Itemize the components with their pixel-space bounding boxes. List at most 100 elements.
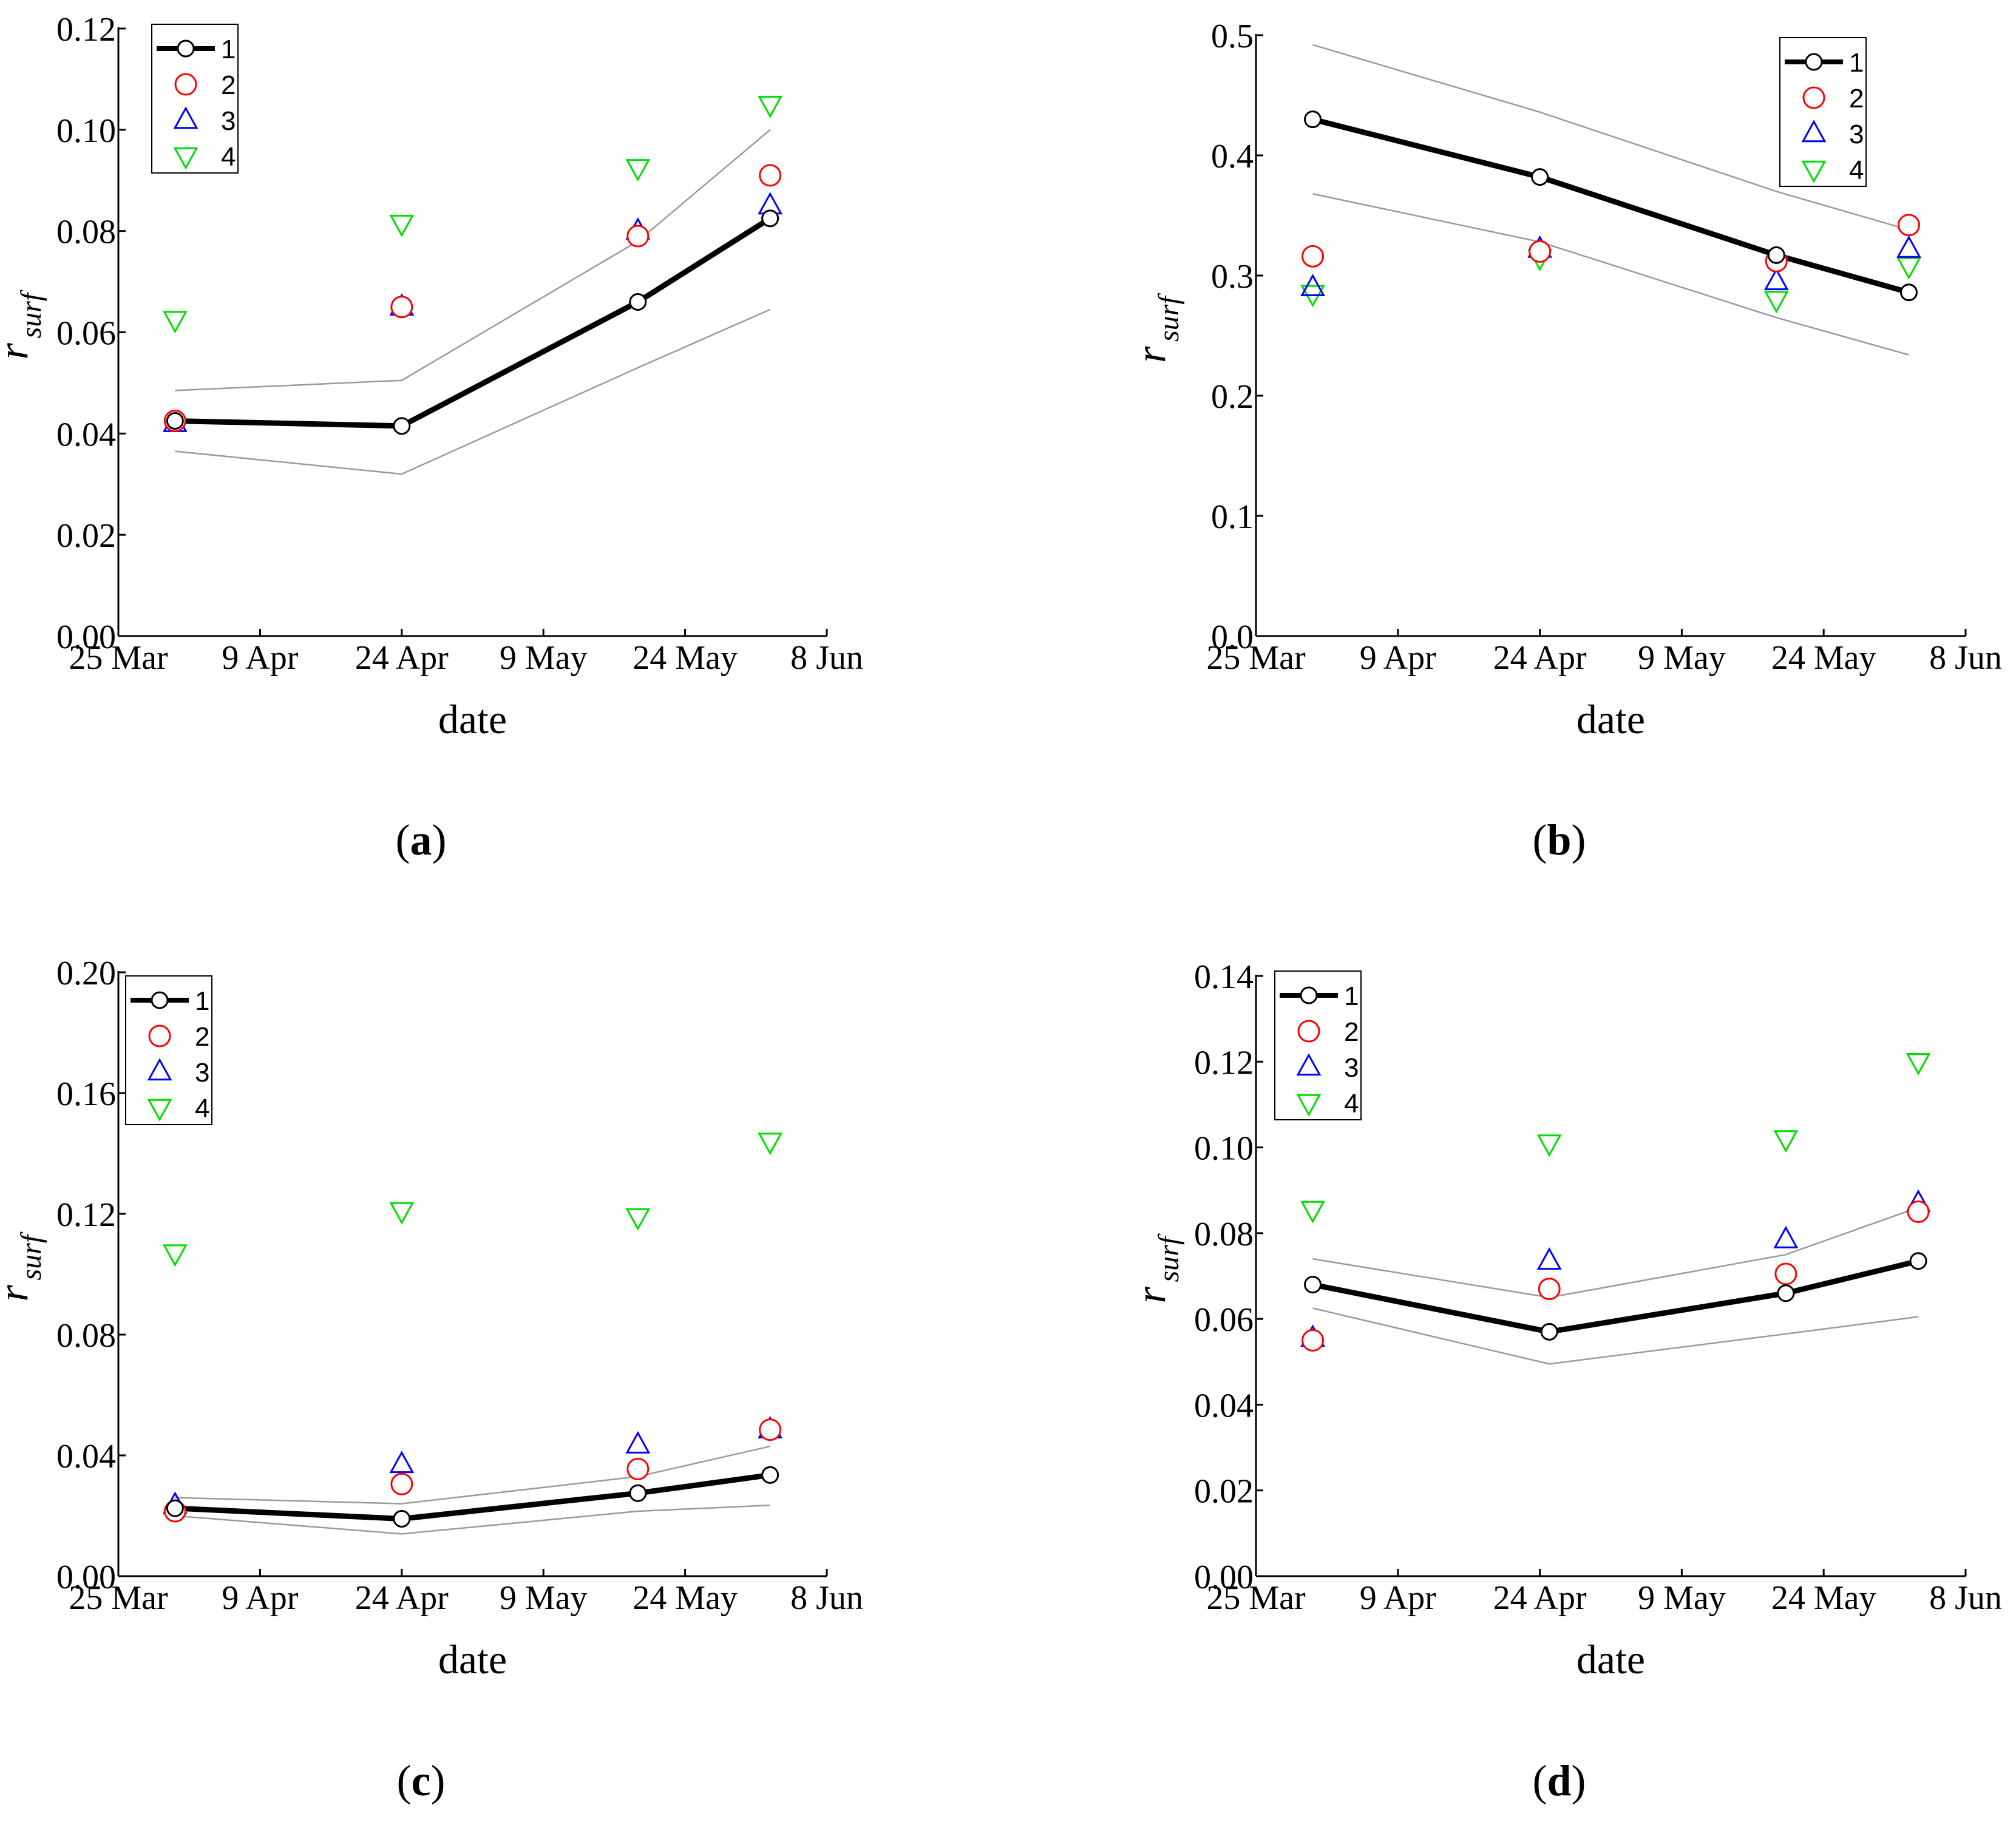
y-tick-label: 0.08 — [56, 1317, 116, 1355]
y-axis-title-subscript: surf — [1153, 1233, 1185, 1282]
x-tick-label: 24 Apr — [355, 1579, 449, 1617]
series-2-point — [1907, 1200, 1930, 1224]
y-tick-label: 0.02 — [1194, 1473, 1254, 1511]
series-1-line — [1312, 1258, 1919, 1335]
y-tick-label: 0.10 — [56, 112, 116, 150]
series-1-point — [166, 1499, 184, 1517]
legend-label-3: 3 — [1849, 120, 1864, 149]
y-axis-title: r — [0, 343, 37, 360]
x-tick-label: 24 May — [633, 1579, 738, 1617]
series-1-point — [761, 1466, 779, 1484]
series-4-point — [1300, 1200, 1325, 1224]
y-tick-label: 0.06 — [1194, 1301, 1254, 1339]
legend-marker-3 — [1801, 120, 1827, 143]
series-4-point — [389, 214, 415, 237]
legend-marker-3 — [1296, 1053, 1322, 1076]
legend-marker-3 — [147, 1058, 172, 1081]
panel-label-letter: d — [1547, 1756, 1571, 1805]
y-tick-label: 0.0 — [1211, 618, 1254, 656]
series-4-point — [758, 1133, 783, 1156]
band-lower-line — [1312, 193, 1909, 356]
x-axis-title: date — [438, 1636, 507, 1682]
panel-label-letter: c — [412, 1756, 431, 1805]
series-4-point — [758, 95, 783, 118]
y-tick-label: 0.02 — [56, 517, 116, 555]
panel-label: (c) — [397, 1756, 446, 1805]
series-2-point — [1302, 1329, 1325, 1352]
series-1-point — [761, 209, 779, 228]
series-2-point — [390, 1472, 413, 1495]
series-2-point — [1529, 240, 1552, 263]
band-upper-line — [1312, 1207, 1919, 1299]
series-3-point — [1773, 1225, 1799, 1248]
y-tick-label: 0.12 — [1194, 1044, 1254, 1082]
series-2-point — [626, 225, 650, 248]
legend-marker-3 — [173, 106, 199, 129]
legend-marker-1 — [177, 39, 195, 58]
y-tick-label: 0.04 — [1194, 1387, 1254, 1424]
legend-label-2: 2 — [221, 70, 236, 100]
legend-marker-4 — [1801, 160, 1827, 183]
y-tick-label: 0.00 — [56, 618, 116, 656]
x-tick-label: 24 Apr — [355, 639, 449, 677]
y-tick-label: 0.5 — [1211, 18, 1254, 55]
band-upper-line — [1312, 44, 1909, 231]
series-2-point — [1538, 1278, 1561, 1301]
x-tick-label: 25 Mar — [1206, 1579, 1306, 1617]
legend-marker-4 — [173, 147, 199, 170]
x-tick-label: 25 Mar — [69, 1579, 168, 1617]
x-tick-label: 8 Jun — [790, 639, 863, 677]
panel-d: 0.00 0.02 0.04 0.06 0.08 0.10 0.12 0.14 25 Mar 9 … — [1128, 958, 2002, 1805]
panel-label-open: ( — [1532, 816, 1547, 864]
legend-marker-1 — [1300, 986, 1318, 1004]
y-axis-title: r — [1128, 1287, 1175, 1304]
panel-label: (b) — [1532, 816, 1586, 864]
panel-label-letter: b — [1547, 816, 1571, 864]
series-3-point — [389, 1451, 415, 1474]
series-1-point — [629, 1484, 647, 1502]
y-tick-label: 0.04 — [56, 1438, 116, 1475]
legend: 1 2 3 4 — [1274, 970, 1362, 1120]
series-3-point — [1896, 235, 1921, 258]
series-4-point — [389, 1202, 415, 1225]
series-4-point — [1763, 291, 1789, 314]
y-tick-label: 0.1 — [1211, 498, 1254, 536]
legend-marker-2 — [148, 1024, 171, 1048]
legend-label-2: 2 — [195, 1022, 209, 1052]
x-tick-label: 24 May — [1771, 1579, 1876, 1617]
legend: 1 2 3 4 — [1779, 37, 1867, 187]
x-tick-label: 9 Apr — [1360, 1579, 1436, 1617]
series-1-point — [393, 417, 411, 435]
x-tick-label: 8 Jun — [790, 1579, 863, 1617]
x-tick-label: 9 May — [1638, 639, 1726, 677]
band-lower-line — [1312, 1307, 1919, 1365]
x-tick-label: 8 Jun — [1929, 639, 2002, 677]
band-lower-line — [175, 1504, 770, 1535]
legend-marker-1 — [1805, 53, 1823, 71]
series-3-point — [1536, 1247, 1562, 1270]
panel-label-open: ( — [396, 816, 410, 864]
legend-label-4: 4 — [1849, 155, 1864, 185]
legend-marker-2 — [1802, 86, 1825, 109]
legend-marker-1 — [151, 991, 169, 1009]
legend: 1 2 3 4 — [125, 975, 212, 1125]
legend-label-1: 1 — [221, 35, 236, 64]
y-tick-label: 0.00 — [1194, 1559, 1254, 1596]
y-axis-title: r — [0, 1285, 37, 1302]
legend-label-1: 1 — [195, 986, 209, 1016]
series-2-point — [390, 296, 413, 319]
series-2-point — [1897, 214, 1920, 237]
y-tick-label: 0.20 — [56, 955, 116, 992]
series-4-point — [1896, 257, 1921, 280]
y-tick-label: 0.10 — [1194, 1130, 1254, 1168]
series-1-point — [1304, 1276, 1322, 1294]
x-tick-label: 9 Apr — [222, 639, 298, 677]
series-1-point — [1531, 168, 1549, 186]
legend-label-3: 3 — [195, 1058, 209, 1088]
series-2-point — [1774, 1262, 1797, 1285]
legend-label-1: 1 — [1849, 48, 1864, 78]
panel-label-open: ( — [1532, 1756, 1547, 1805]
y-tick-label: 0.12 — [56, 1196, 116, 1234]
legend-label-2: 2 — [1849, 84, 1864, 113]
series-1-point — [393, 1509, 411, 1528]
